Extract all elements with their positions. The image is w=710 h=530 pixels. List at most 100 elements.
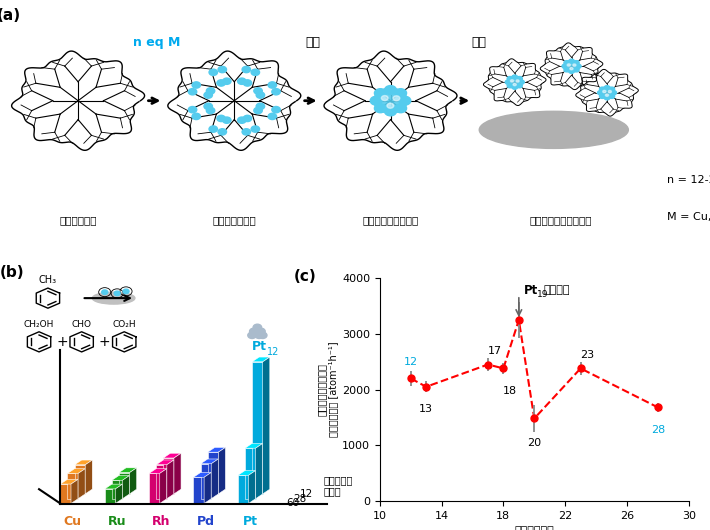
Circle shape [102,290,108,295]
Polygon shape [115,484,123,504]
Circle shape [387,103,394,108]
Polygon shape [245,444,263,448]
Text: 金属錯体の集積: 金属錯体の集積 [212,215,256,225]
Text: M = Cu, Ru, Rh, Pd, Pt: M = Cu, Ru, Rh, Pd, Pt [667,213,710,222]
Polygon shape [85,460,92,494]
Polygon shape [105,484,123,489]
Text: 12: 12 [267,347,279,357]
Ellipse shape [92,292,135,304]
Polygon shape [75,465,85,494]
Circle shape [258,332,267,339]
Circle shape [385,85,396,94]
Text: 19: 19 [537,290,548,299]
Circle shape [218,129,226,135]
Circle shape [254,88,262,94]
Polygon shape [174,453,181,494]
Circle shape [517,84,523,88]
Text: Pt: Pt [252,340,267,352]
Polygon shape [200,464,212,499]
Circle shape [564,60,569,65]
Circle shape [204,92,212,98]
Polygon shape [112,480,123,499]
Text: 13: 13 [419,404,433,414]
Circle shape [374,89,386,98]
Text: CO₂H: CO₂H [112,320,136,329]
Circle shape [507,76,523,88]
Circle shape [218,66,226,73]
Text: (b): (b) [0,265,25,280]
Circle shape [510,80,513,82]
Polygon shape [67,469,85,473]
Circle shape [204,103,212,110]
Polygon shape [129,468,136,494]
Circle shape [570,67,573,70]
Text: 18: 18 [503,386,518,395]
Circle shape [507,76,513,81]
Circle shape [574,60,579,65]
Polygon shape [252,357,270,362]
Polygon shape [119,468,136,473]
Polygon shape [149,469,167,473]
Circle shape [209,126,217,132]
Text: 20: 20 [528,438,541,448]
Circle shape [254,108,262,113]
Circle shape [123,289,129,294]
Text: 28: 28 [293,494,306,504]
Circle shape [519,80,524,84]
Polygon shape [208,452,219,494]
Polygon shape [212,459,219,499]
Circle shape [114,291,120,296]
Circle shape [395,104,407,113]
Circle shape [611,91,616,95]
Polygon shape [156,460,174,465]
Circle shape [604,96,610,100]
Polygon shape [193,477,204,503]
Circle shape [606,94,608,96]
Circle shape [608,91,611,93]
Circle shape [217,80,225,86]
Circle shape [599,87,605,91]
Ellipse shape [479,111,628,148]
Circle shape [513,83,516,86]
Text: Pd: Pd [197,515,215,528]
Circle shape [192,82,200,88]
Polygon shape [163,458,174,494]
Polygon shape [238,475,248,504]
Polygon shape [75,460,92,465]
Text: CH₂OH: CH₂OH [24,320,54,329]
Circle shape [222,117,231,123]
Circle shape [603,90,606,93]
Polygon shape [200,459,219,464]
Text: 最高活性: 最高活性 [544,286,570,296]
Text: Pt: Pt [523,284,537,297]
Circle shape [564,60,579,72]
Text: Rh: Rh [152,515,171,528]
Circle shape [257,328,266,334]
Text: n = 12-28, 60: n = 12-28, 60 [667,175,710,185]
Circle shape [517,76,523,81]
Circle shape [393,96,400,101]
Circle shape [244,116,251,121]
Polygon shape [256,444,263,499]
Text: (c): (c) [293,269,316,285]
X-axis label: 白金の原子数: 白金の原子数 [515,526,554,530]
Circle shape [373,88,408,113]
Circle shape [399,96,411,105]
Circle shape [238,78,246,84]
Circle shape [567,64,570,66]
Circle shape [598,91,603,95]
Polygon shape [105,489,115,504]
Circle shape [604,86,610,90]
Text: CH₃: CH₃ [39,275,57,285]
Polygon shape [238,471,256,475]
Polygon shape [60,484,71,504]
Circle shape [209,69,217,75]
Circle shape [256,92,265,98]
Circle shape [569,69,574,73]
Circle shape [370,96,382,105]
Circle shape [188,89,197,95]
Circle shape [507,84,513,88]
Polygon shape [245,448,256,499]
Polygon shape [248,471,256,503]
Circle shape [251,126,260,132]
